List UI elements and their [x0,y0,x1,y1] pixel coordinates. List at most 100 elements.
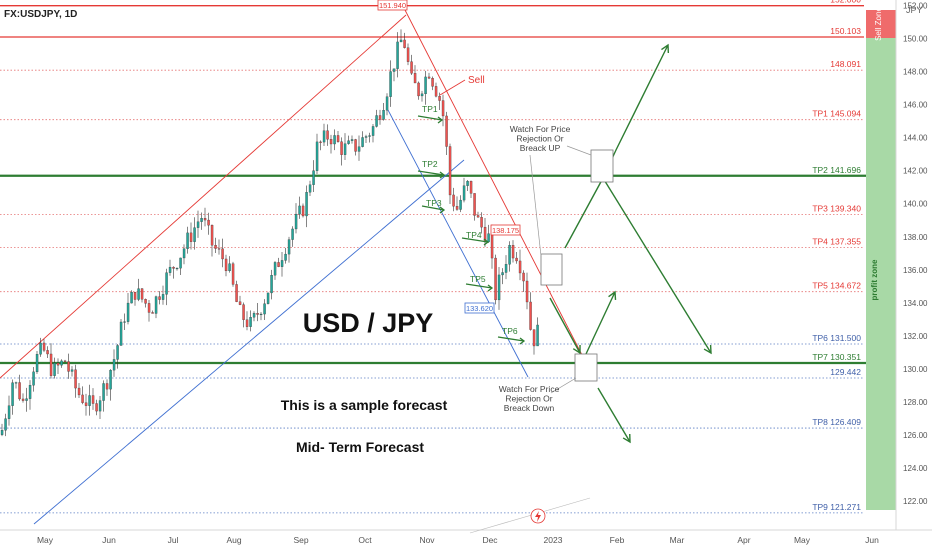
candle-up [98,400,102,412]
candle-down [151,312,154,314]
candle-down [417,82,420,97]
candle-down [494,257,497,301]
forecast-arrow-line [585,291,616,355]
candle-up [280,260,284,267]
callout-text: Breack UP [520,143,561,153]
trend-lines [0,9,583,525]
x-tick-label: Sep [293,535,308,545]
forecast-arrow-head [661,43,670,54]
candle-up [53,362,56,376]
tp-marker-arrow [417,170,446,179]
callout-text: Breack Down [504,403,555,413]
candle-up [266,292,270,304]
candle-up [154,296,158,314]
candle-up [347,140,350,144]
candle-up [263,303,266,315]
callout-text: Rejection Or [505,394,552,404]
level-label: TP6 131.500 [812,333,861,343]
candle-up [396,41,399,69]
candle-down [67,361,70,372]
x-tick-label: 2023 [544,535,563,545]
candles [0,29,539,437]
candle-up [487,233,490,243]
candle-up [294,213,298,230]
candle-up [60,360,63,366]
forecast-arrow-head [622,433,631,444]
candle-up [175,267,179,270]
candle-up [165,272,168,295]
x-axis-ticks: May Jun Jul Aug Sep Oct Nov Dec 2023 Feb Mar Apr May… [37,535,879,545]
sell-label: Sell [468,75,485,86]
sell-zone-label: Sell Zone [874,7,883,41]
chart-title: USD / JPY [303,308,434,338]
y-tick-label: 150.00 [903,35,928,44]
sell-zone-box [866,10,896,38]
x-tick-label: Aug [226,535,241,545]
candle-up [361,137,364,147]
level-label: 129.442 [830,367,861,377]
y-tick-label: 132.00 [903,332,928,341]
candle-up [462,185,466,201]
candle-up [364,136,368,138]
level-label: TP8 126.409 [812,417,861,427]
y-tick-label: 124.00 [903,464,928,473]
candle-up [287,239,291,255]
y-tick-label: 142.00 [903,167,928,176]
candle-down [21,398,25,401]
lower-watch-box [574,353,598,382]
tp-marker-label: TP3 [426,198,442,208]
tp-markers: TP1 TP2 TP3 TP4 TP5 TP6 [417,104,526,345]
candle-up [284,253,287,261]
candle-up [179,257,182,269]
chart-subtitle: This is a sample forecast [281,397,448,413]
candle-up [119,321,123,346]
event-icon[interactable] [469,497,591,534]
candle-up [497,274,501,301]
candle-down [326,130,329,140]
candle-up [357,146,361,152]
candle-down [336,135,340,142]
tp-marker-label: TP5 [470,274,486,284]
candle-down [91,395,95,404]
candle-up [182,248,186,259]
callout-down-leader [550,377,577,394]
tp-marker-arrow [497,336,526,345]
candle-up [308,184,312,193]
callout-up-leader-b [529,154,542,257]
candle-down [434,86,438,97]
y-tick-label: 130.00 [903,365,928,374]
candle-down [277,262,280,267]
forecast-arrow-line [597,387,631,443]
candle-down [403,39,406,48]
candle-up [88,395,91,406]
candle-down [144,299,147,304]
price-tag-label: 138.175 [492,226,519,235]
candle-up [112,359,116,371]
candle-down [515,257,518,262]
candle-down [231,263,235,285]
price-tag-box [464,302,495,314]
tp-marker-arrow [461,237,490,246]
candle-up [350,139,354,141]
candle-up [252,313,256,318]
x-tick-label: Jul [168,535,179,545]
candle-up [424,76,427,95]
candle-up [291,228,294,240]
candle-down [217,248,221,250]
candle-down [301,205,305,217]
candle-up [501,272,504,276]
y-tick-label: 148.00 [903,68,928,77]
x-tick-label: Oct [358,535,372,545]
candle-down [49,353,53,376]
candle-up [196,221,200,228]
candle-up [504,264,508,273]
candle-up [137,288,140,300]
candle-up [322,130,326,143]
candle-down [511,245,515,259]
candle-down [42,342,46,351]
candle-down [189,232,193,242]
candle-down [529,301,532,330]
candle-up [459,199,462,210]
